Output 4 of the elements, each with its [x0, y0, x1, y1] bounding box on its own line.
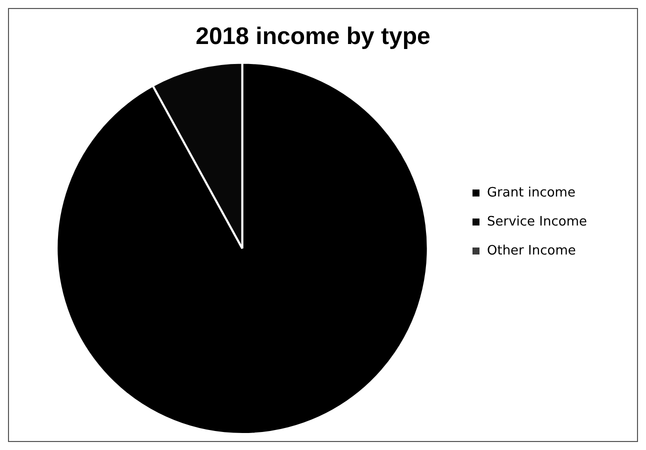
chart-title: 2018 income by type: [196, 23, 430, 50]
legend-label: Other Income: [486, 243, 576, 258]
legend-label: Grant income: [486, 185, 576, 200]
legend-label: Service Income: [486, 214, 587, 230]
